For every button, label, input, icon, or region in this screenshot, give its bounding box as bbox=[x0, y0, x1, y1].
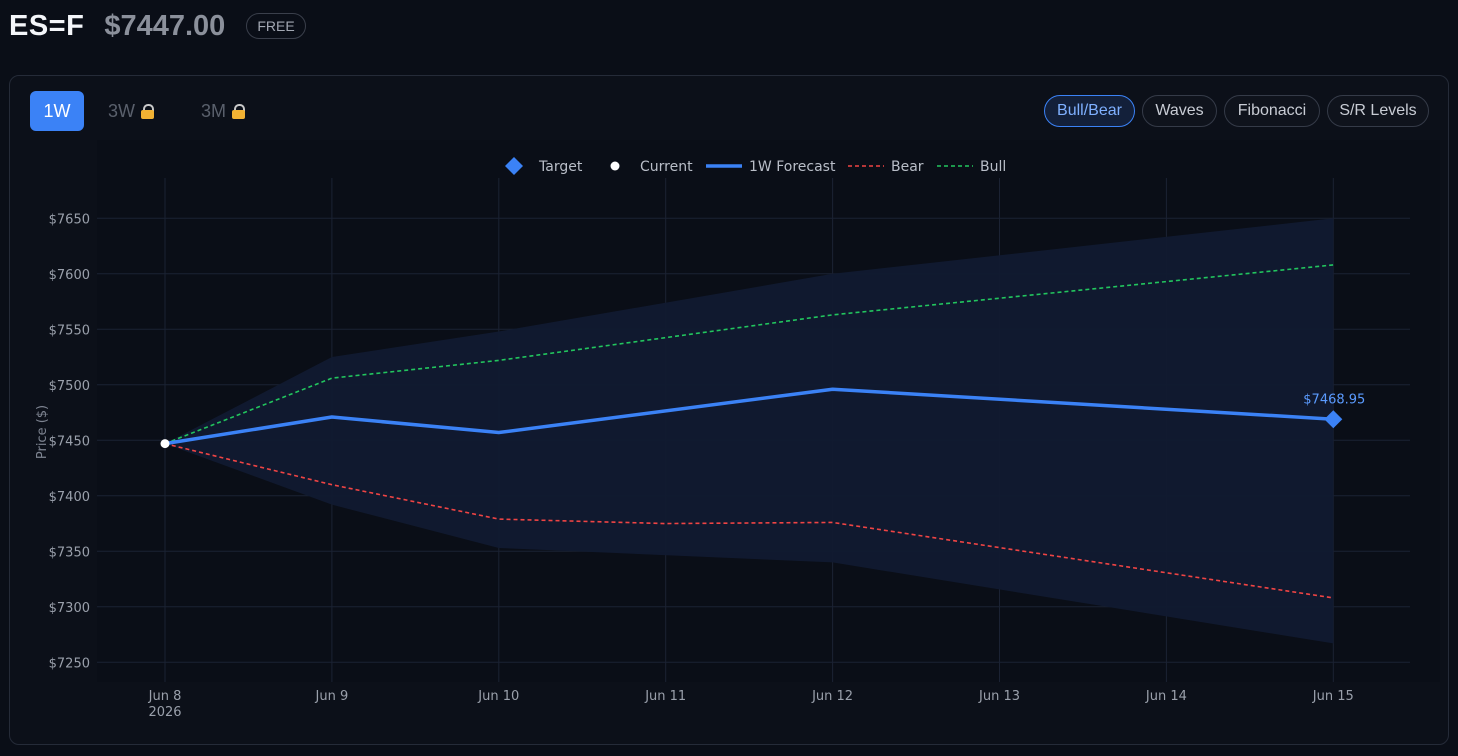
legend-forecast-label: 1W Forecast bbox=[749, 159, 836, 175]
legend-bull-label: Bull bbox=[980, 159, 1006, 175]
legend-target-label: Target bbox=[538, 159, 583, 175]
forecast-series-line bbox=[164, 387, 1334, 446]
y-tick-label: $7350 bbox=[49, 545, 90, 560]
confidence-band bbox=[165, 218, 1334, 644]
ticker-symbol: ES=F bbox=[9, 9, 85, 42]
target-price-label: $7468.95 bbox=[1303, 392, 1365, 407]
overlay-bull-bear-button[interactable]: Bull/Bear bbox=[1044, 95, 1135, 127]
legend-target-swatch bbox=[505, 157, 523, 175]
lock-icon bbox=[232, 104, 245, 119]
y-tick-label: $7450 bbox=[49, 434, 90, 449]
x-tick-label: Jun 12 bbox=[811, 689, 853, 704]
x-tick-label: Jun 9 bbox=[315, 689, 349, 704]
timeframe-3w-button[interactable]: 3W bbox=[96, 91, 166, 131]
overlay-waves-button[interactable]: Waves bbox=[1142, 95, 1217, 127]
chart-toolbar: 1W 3W 3M Bull/Bear Waves Fibonacci S/R L… bbox=[10, 76, 1448, 136]
bear-series-line bbox=[164, 442, 1334, 599]
x-tick-label: Jun 10 bbox=[477, 689, 519, 704]
current-price-marker bbox=[160, 439, 170, 449]
timeframe-1w-button[interactable]: 1W bbox=[30, 91, 84, 131]
legend-bear-label: Bear bbox=[891, 159, 924, 175]
timeframe-3m-button[interactable]: 3M bbox=[188, 91, 258, 131]
y-tick-label: $7650 bbox=[49, 212, 90, 227]
x-tick-label: Jun 14 bbox=[1145, 689, 1187, 704]
overlay-fibonacci-button[interactable]: Fibonacci bbox=[1224, 95, 1320, 127]
y-tick-label: $7250 bbox=[49, 656, 90, 671]
bull-series-line bbox=[164, 264, 1334, 445]
timeframe-label: 3W bbox=[108, 101, 135, 121]
x-tick-sublabel: 2026 bbox=[148, 705, 181, 720]
legend-current-swatch bbox=[610, 161, 620, 171]
x-tick-label: Jun 8 bbox=[148, 689, 182, 704]
timeframe-label: 3M bbox=[200, 101, 226, 121]
current-price: $7447.00 bbox=[104, 9, 226, 42]
timeframe-label: 1W bbox=[43, 101, 71, 121]
plan-badge: FREE bbox=[246, 13, 306, 39]
y-axis-label: Price ($) bbox=[35, 405, 50, 459]
y-tick-label: $7600 bbox=[49, 268, 90, 283]
target-marker bbox=[1324, 410, 1343, 429]
header: ES=F $7447.00 FREE bbox=[9, 6, 306, 46]
x-tick-label: Jun 15 bbox=[1312, 689, 1354, 704]
y-tick-label: $7550 bbox=[49, 323, 90, 338]
lock-icon bbox=[141, 104, 154, 119]
overlay-sr-levels-button[interactable]: S/R Levels bbox=[1327, 95, 1429, 127]
x-tick-label: Jun 11 bbox=[644, 689, 686, 704]
y-tick-label: $7500 bbox=[49, 379, 90, 394]
y-tick-label: $7300 bbox=[49, 601, 90, 616]
x-tick-label: Jun 13 bbox=[978, 689, 1020, 704]
legend-current-label: Current bbox=[640, 159, 693, 175]
y-tick-label: $7400 bbox=[49, 490, 90, 505]
